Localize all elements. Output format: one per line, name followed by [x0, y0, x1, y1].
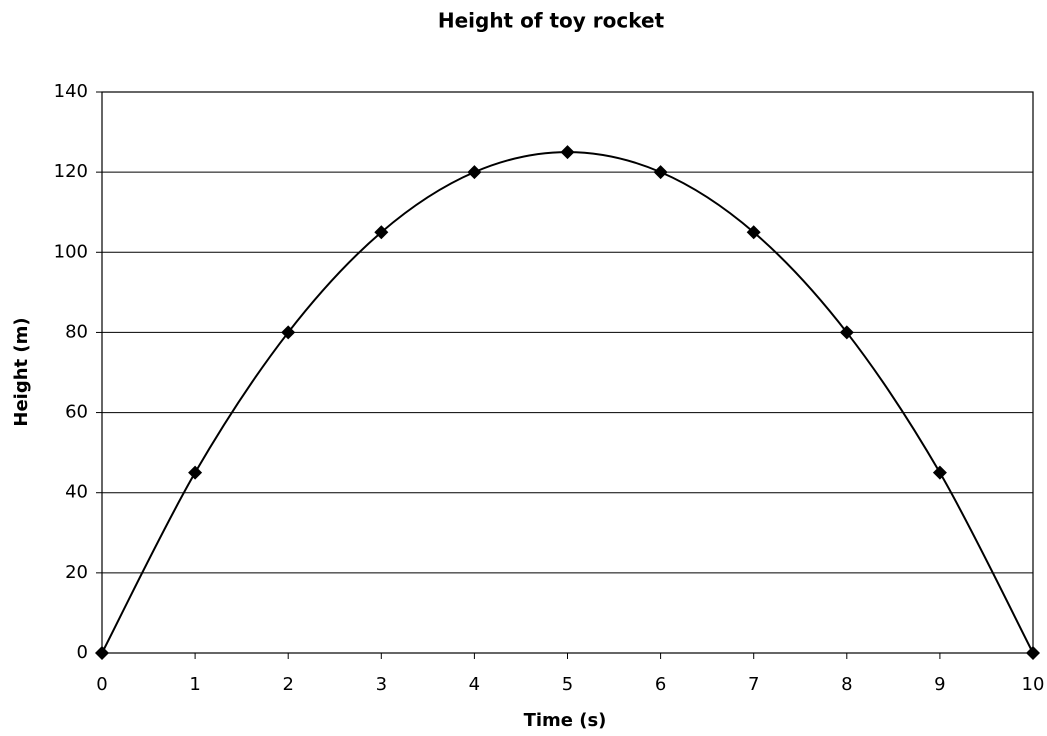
marker: [281, 325, 296, 340]
x-axis-label: Time (s): [524, 710, 607, 731]
x-tick-label: 2: [282, 674, 293, 695]
y-tick-label: 80: [65, 321, 88, 342]
x-tick-label: 9: [934, 674, 945, 695]
marker: [1026, 646, 1040, 660]
x-tick-label: 10: [1022, 674, 1045, 695]
marker: [839, 325, 854, 340]
y-axis-label: Height (m): [11, 317, 32, 426]
y-tick-label: 40: [65, 482, 88, 503]
marker: [746, 225, 761, 240]
marker: [932, 465, 947, 480]
line: [101, 151, 1034, 654]
x-tick-label: 1: [189, 674, 200, 695]
y-tick-label: 0: [77, 642, 88, 663]
chart-title: Height of toy rocket: [438, 9, 665, 33]
y-tick-label: 120: [54, 161, 88, 182]
y-tick-label: 100: [54, 241, 88, 262]
marker: [374, 225, 389, 240]
marker: [560, 145, 575, 160]
x-tick-label: 5: [562, 674, 573, 695]
marker: [467, 165, 482, 180]
x-tick-label: 8: [841, 674, 852, 695]
marker: [188, 465, 203, 480]
marker: [95, 646, 109, 660]
x-tick-label: 6: [655, 674, 666, 695]
marker: [653, 165, 668, 180]
y-tick-label: 20: [65, 562, 88, 583]
x-tick-label: 7: [748, 674, 759, 695]
plot-frame: [101, 91, 1034, 654]
x-tick-label: 3: [376, 674, 387, 695]
y-tick-label: 60: [65, 402, 88, 423]
x-tick-label: 0: [96, 674, 107, 695]
x-tick-label: 4: [469, 674, 480, 695]
y-tick-label: 140: [54, 81, 88, 102]
